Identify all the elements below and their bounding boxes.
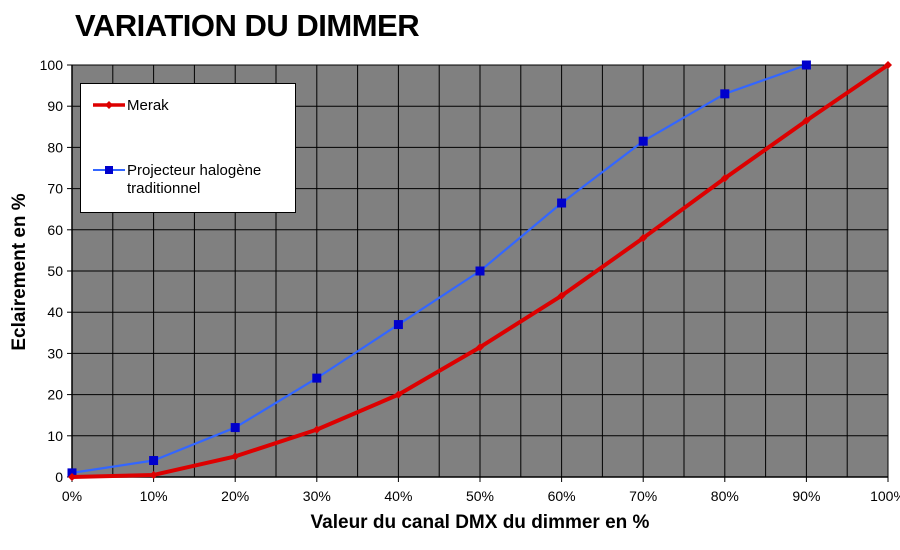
data-point-merak: [639, 234, 648, 243]
legend-item-merak: Merak: [93, 97, 287, 115]
data-point-halogen: [312, 373, 322, 383]
legend-swatch-halogen: [93, 166, 125, 174]
y-tick-label: 100: [40, 57, 64, 73]
y-tick-label: 10: [47, 428, 63, 444]
x-tick-label: 80%: [711, 488, 739, 504]
x-tick-label: 50%: [466, 488, 494, 504]
data-point-halogen: [801, 60, 811, 70]
x-tick-label: 0%: [62, 488, 82, 504]
legend-swatch-merak: [93, 101, 125, 109]
data-point-halogen: [557, 198, 567, 208]
data-point-merak: [802, 116, 811, 125]
series-line-halogen: [70, 63, 808, 474]
y-tick-label: 20: [47, 387, 63, 403]
y-tick-label: 40: [47, 304, 63, 320]
y-tick-label: 60: [47, 222, 63, 238]
y-axis-label: Eclairement en %: [9, 193, 30, 351]
x-tick-label: 70%: [629, 488, 657, 504]
y-tick-label: 30: [47, 345, 63, 361]
data-point-halogen: [67, 468, 77, 478]
data-point-merak: [557, 291, 566, 300]
x-tick-label: 20%: [221, 488, 249, 504]
data-point-halogen: [149, 456, 159, 466]
x-tick-label: 100%: [870, 488, 900, 504]
legend-item-halogen: Projecteur halogène traditionnel: [93, 162, 287, 198]
x-tick-label: 60%: [548, 488, 576, 504]
y-tick-label: 70: [47, 181, 63, 197]
data-point-merak: [312, 425, 321, 434]
data-point-halogen: [230, 423, 240, 433]
legend-label-merak: Merak: [127, 97, 169, 114]
x-tick-label: 10%: [140, 488, 168, 504]
x-axis-label: Valeur du canal DMX du dimmer en %: [310, 512, 650, 533]
chart-title: VARIATION DU DIMMER: [75, 8, 420, 43]
data-point-merak: [149, 470, 158, 479]
chart-legend: Merak Projecteur halogène traditionnel: [80, 83, 296, 213]
data-point-halogen: [475, 266, 485, 276]
x-tick-label: 30%: [303, 488, 331, 504]
data-point-merak: [720, 174, 729, 183]
data-point-halogen: [638, 136, 648, 146]
data-point-merak: [476, 343, 484, 352]
data-point-halogen: [720, 89, 730, 99]
data-point-merak: [68, 473, 76, 481]
y-tick-label: 0: [55, 469, 63, 485]
y-tick-label: 90: [47, 98, 63, 114]
y-tick-label: 80: [47, 139, 63, 155]
x-tick-label: 90%: [792, 488, 820, 504]
data-point-merak: [884, 61, 892, 69]
x-tick-label: 40%: [384, 488, 412, 504]
y-tick-label: 50: [47, 263, 63, 279]
legend-label-halogen: Projecteur halogène traditionnel: [127, 162, 262, 197]
data-point-merak: [231, 452, 240, 461]
data-point-halogen: [393, 320, 403, 330]
data-point-merak: [394, 390, 403, 399]
